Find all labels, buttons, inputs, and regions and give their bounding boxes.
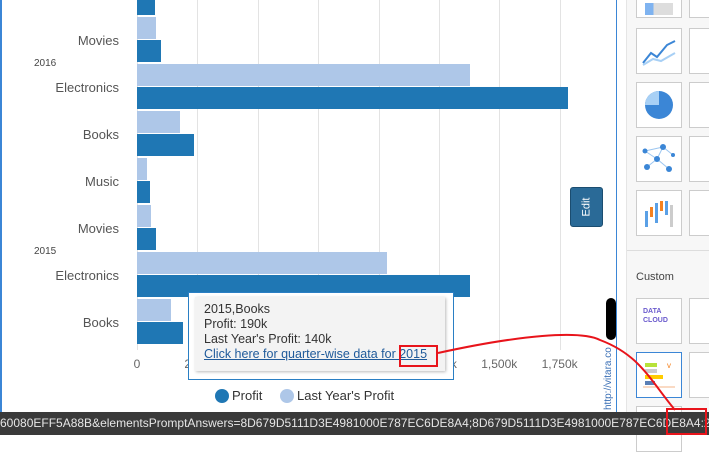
gallery-pie-chart[interactable] xyxy=(636,82,682,128)
bar-profit[interactable] xyxy=(137,0,156,15)
annotation-box-link-year xyxy=(399,345,438,367)
status-bar-url: 60080EFF5A88B&elementsPromptAnswers=8D67… xyxy=(0,412,709,435)
gridline xyxy=(559,0,561,350)
gallery-custom-bar-selected[interactable]: v xyxy=(636,352,682,398)
chart-gallery-panel: Custom DATA CLOUD v xyxy=(626,0,709,452)
legend-dot-icon xyxy=(280,388,294,403)
gridline xyxy=(318,0,320,350)
legend-item-last-year[interactable]: Last Year's Profit xyxy=(280,388,394,403)
bar-last-year-profit[interactable] xyxy=(137,252,387,274)
bar-profit[interactable] xyxy=(137,322,183,344)
bar-profit[interactable] xyxy=(137,87,569,109)
link-year: 2015 xyxy=(399,347,428,361)
legend-item-profit[interactable]: Profit xyxy=(215,388,262,403)
category-label: Electronics xyxy=(55,80,119,95)
quarter-wise-link[interactable]: Click here for quarter-wise data for 201… xyxy=(204,347,428,361)
gridline xyxy=(438,0,440,350)
annotation-box-url-year xyxy=(666,408,707,435)
gallery-data-cloud[interactable]: DATA CLOUD xyxy=(636,298,682,344)
edit-button[interactable]: Edit xyxy=(570,187,603,227)
bar-last-year-profit[interactable] xyxy=(137,111,181,133)
panel-divider xyxy=(627,250,709,251)
gallery-network-chart[interactable] xyxy=(636,136,682,182)
gridline xyxy=(499,0,501,350)
gallery-table-chart[interactable] xyxy=(636,0,682,18)
tooltip-title: 2015,Books xyxy=(204,302,271,316)
gallery-custom-4[interactable] xyxy=(689,352,709,398)
year-group-label: 2016 xyxy=(34,58,57,69)
redaction-mark xyxy=(606,298,616,340)
svg-text:v: v xyxy=(667,361,671,370)
gallery-area-chart[interactable] xyxy=(689,28,709,74)
bar-profit[interactable] xyxy=(137,228,156,250)
custom-section-label: Custom xyxy=(636,271,674,283)
gallery-column-chart[interactable] xyxy=(689,136,709,182)
x-tick-label: 0 xyxy=(133,357,141,371)
gallery-line-chart[interactable] xyxy=(636,28,682,74)
gallery-waterfall-chart[interactable] xyxy=(636,190,682,236)
category-label: Movies xyxy=(77,33,119,48)
gallery-chart-partial[interactable] xyxy=(689,0,709,18)
category-label: Movies xyxy=(77,221,119,236)
bar-last-year-profit[interactable] xyxy=(137,299,171,321)
bar-last-year-profit[interactable] xyxy=(137,64,471,86)
category-label: Electronics xyxy=(55,268,119,283)
year-group-label: 2015 xyxy=(34,246,57,257)
x-tick-label: 1,500k xyxy=(481,357,518,371)
bar-profit[interactable] xyxy=(137,181,151,203)
gallery-custom-2[interactable] xyxy=(689,298,709,344)
gridline xyxy=(257,0,259,350)
bar-last-year-profit[interactable] xyxy=(137,17,157,39)
bar-chart: 0250k500k750k1,000k1,250k1,500k1,750kMov… xyxy=(0,0,617,412)
bar-profit[interactable] xyxy=(137,275,471,297)
gridline xyxy=(197,0,199,350)
bar-profit[interactable] xyxy=(137,134,194,156)
gallery-map-chart[interactable] xyxy=(689,190,709,236)
category-label: Books xyxy=(82,127,119,142)
category-label: Music xyxy=(85,174,119,189)
bar-last-year-profit[interactable] xyxy=(137,158,147,180)
gallery-combo-chart[interactable] xyxy=(689,82,709,128)
tooltip-profit: Profit: 190k xyxy=(204,317,268,331)
bar-profit[interactable] xyxy=(137,40,162,62)
x-tick-label: 1,750k xyxy=(541,357,578,371)
legend-dot-icon xyxy=(215,388,229,403)
tooltip-last-year: Last Year's Profit: 140k xyxy=(204,332,332,346)
category-label: Books xyxy=(82,315,119,330)
gridline xyxy=(378,0,380,350)
bar-last-year-profit[interactable] xyxy=(137,205,151,227)
